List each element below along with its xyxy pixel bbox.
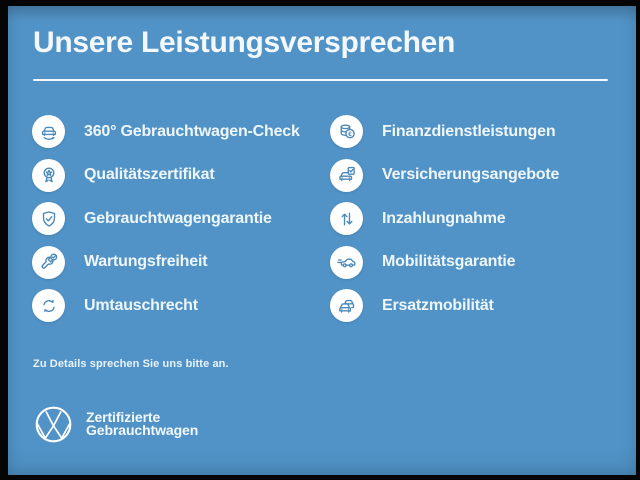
wrench-check-icon	[32, 245, 65, 279]
details-note: Zu Details sprechen Sie uns bitte an.	[33, 358, 229, 370]
brand-line-2: Gebrauchtwagen	[86, 422, 199, 438]
promises-column-right: € Finanzdienstleistungen Versicherungsan…	[330, 110, 620, 328]
shield-check-icon	[32, 202, 65, 236]
promise-label: Inzahlungnahme	[382, 209, 506, 227]
promise-item: Umtauschrecht	[32, 284, 322, 328]
vw-logo-icon	[34, 405, 73, 444]
promise-item: Mobilitätsgarantie	[330, 241, 620, 285]
promise-item: Inzahlungnahme	[330, 197, 620, 241]
svg-text:€: €	[348, 131, 352, 138]
title-underline	[33, 79, 608, 81]
promise-label: Ersatzmobilität	[382, 296, 494, 314]
promise-item: 360° Gebrauchtwagen-Check	[32, 110, 322, 154]
promise-label: Qualitätszertifikat	[84, 166, 215, 184]
promise-label: Finanzdienstleistungen	[382, 122, 556, 140]
brand-line-1: Zertifizierte	[86, 408, 161, 425]
promise-item: Qualitätszertifikat	[32, 154, 322, 198]
promise-item: € Finanzdienstleistungen	[330, 110, 620, 154]
promises-column-left: 360° Gebrauchtwagen-Check Qualitätszerti…	[32, 110, 322, 328]
rosette-icon	[32, 158, 65, 192]
coins-euro-icon: €	[330, 115, 363, 149]
promise-item: Ersatzmobilität	[330, 284, 620, 328]
promise-label: Versicherungsangebote	[382, 166, 560, 184]
car-motion-icon	[330, 245, 363, 279]
promise-label: Mobilitätsgarantie	[382, 253, 516, 271]
promise-label: Umtauschrecht	[84, 296, 198, 314]
promise-label: Gebrauchtwagengarantie	[84, 209, 272, 227]
promise-label: Wartungsfreiheit	[84, 253, 208, 271]
promise-item: Gebrauchtwagengarantie	[32, 197, 322, 241]
promise-item: Wartungsfreiheit	[32, 241, 322, 285]
promise-item: Versicherungsangebote	[330, 154, 620, 198]
brand-text: Zertifizierte Gebrauchtwagen	[86, 408, 199, 438]
exchange-arrows-icon	[32, 289, 65, 323]
car-360-icon	[32, 115, 65, 149]
car-document-icon	[330, 158, 363, 192]
page-title: Unsere Leistungsversprechen	[33, 26, 456, 59]
arrows-up-down-icon	[330, 202, 363, 236]
slide-background: Unsere Leistungsversprechen 360° Gebrauc…	[8, 6, 636, 475]
promise-label: 360° Gebrauchtwagen-Check	[84, 122, 300, 140]
two-cars-icon	[330, 289, 363, 323]
brand-block: Zertifizierte Gebrauchtwagen	[34, 403, 198, 445]
